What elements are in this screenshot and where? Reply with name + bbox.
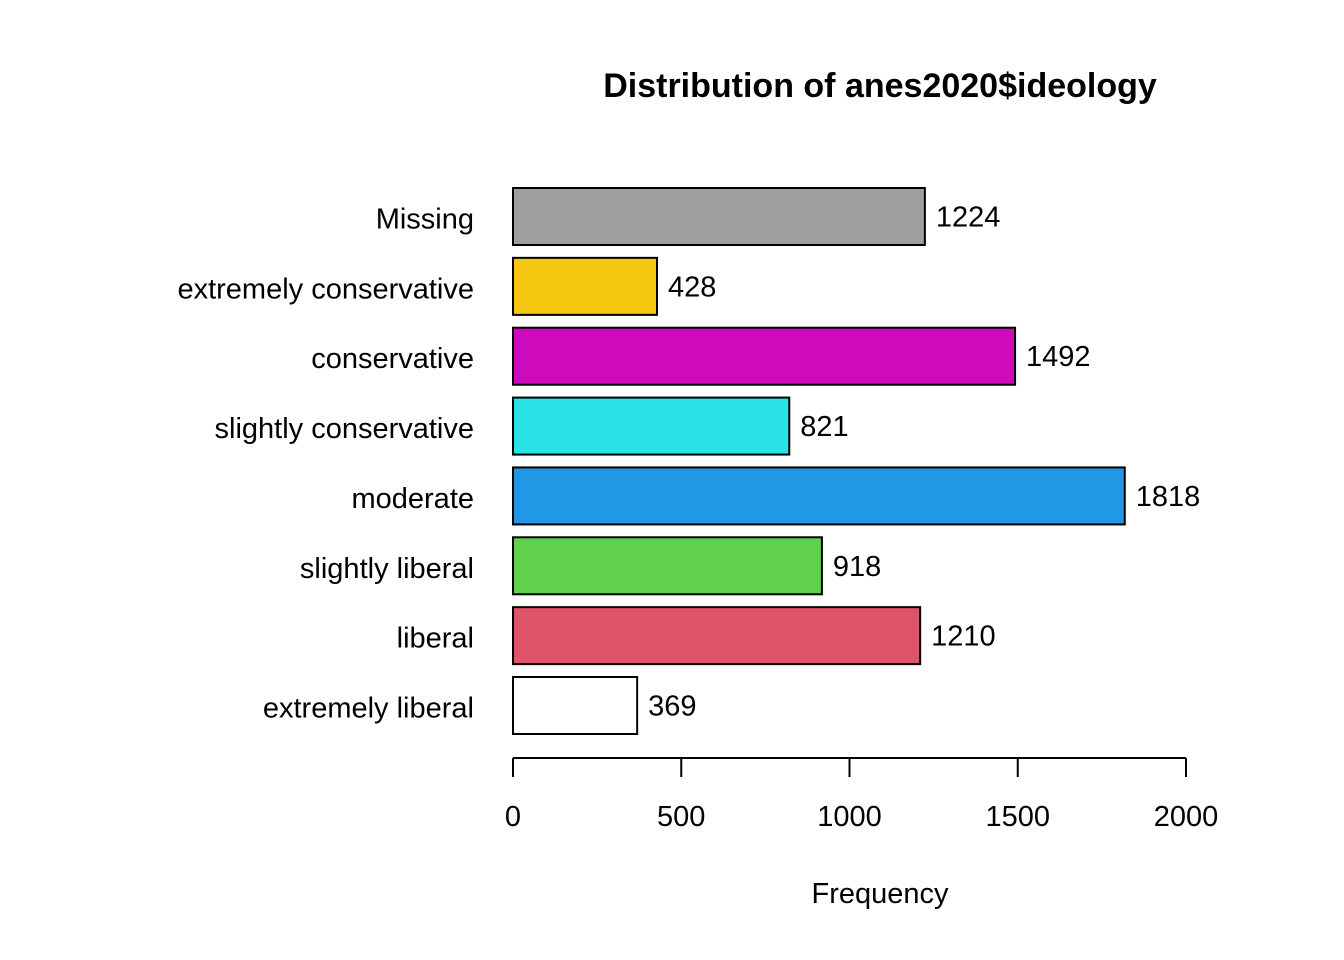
category-labels-group: Missing extremely conservative conservativ… bbox=[177, 204, 474, 725]
value-label-moderate: 1818 bbox=[1136, 481, 1201, 513]
category-label-slightly-liberal: slightly liberal bbox=[300, 553, 474, 585]
category-label-slightly-conservative: slightly conservative bbox=[215, 413, 475, 445]
value-labels-group: 1224 428 1492 821 1818 918 1210 369 bbox=[648, 202, 1200, 723]
x-axis: 0 500 1000 1500 2000 bbox=[505, 757, 1219, 833]
x-tick-label-0: 0 bbox=[505, 801, 521, 833]
x-tick-label-1500: 1500 bbox=[985, 801, 1050, 833]
value-label-slightly-liberal: 918 bbox=[833, 551, 881, 583]
value-label-extremely-conservative: 428 bbox=[668, 271, 716, 303]
x-axis-label: Frequency bbox=[811, 878, 949, 910]
bars-group bbox=[512, 187, 1126, 735]
x-tick-label-500: 500 bbox=[657, 801, 705, 833]
category-label-missing: Missing bbox=[376, 204, 474, 236]
bar-liberal bbox=[512, 606, 922, 666]
bar-missing bbox=[512, 187, 926, 246]
category-label-extremely-liberal: extremely liberal bbox=[263, 692, 474, 724]
category-label-conservative: conservative bbox=[311, 343, 474, 375]
value-label-liberal: 1210 bbox=[931, 621, 996, 653]
bar-extremely-liberal bbox=[512, 675, 639, 735]
value-label-conservative: 1492 bbox=[1026, 341, 1091, 373]
x-tick-label-2000: 2000 bbox=[1154, 801, 1219, 833]
category-label-liberal: liberal bbox=[397, 623, 474, 655]
bar-extremely-conservative bbox=[512, 256, 659, 316]
bar-slightly-conservative bbox=[512, 396, 791, 456]
category-label-moderate: moderate bbox=[351, 483, 474, 515]
x-tick-label-1000: 1000 bbox=[817, 801, 882, 833]
value-label-slightly-conservative: 821 bbox=[800, 411, 848, 443]
chart-title: Distribution of anes2020$ideology bbox=[603, 67, 1157, 105]
value-label-extremely-liberal: 369 bbox=[648, 690, 696, 722]
bar-conservative bbox=[512, 326, 1017, 386]
bar-slightly-liberal bbox=[512, 536, 823, 596]
category-label-extremely-conservative: extremely conservative bbox=[177, 273, 474, 305]
bar-moderate bbox=[512, 466, 1126, 526]
value-label-missing: 1224 bbox=[936, 202, 1001, 234]
